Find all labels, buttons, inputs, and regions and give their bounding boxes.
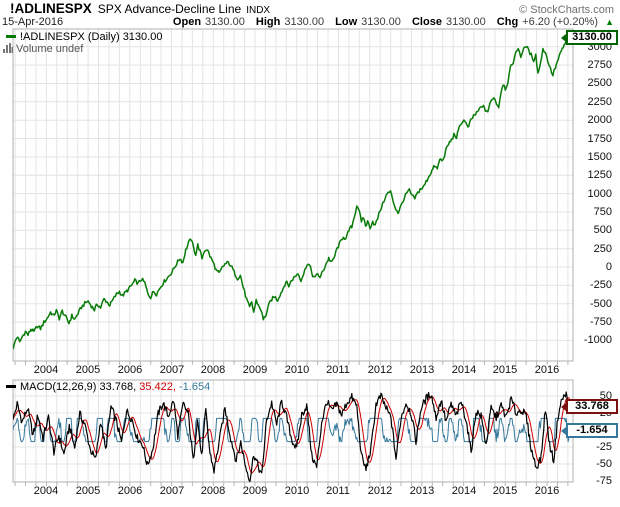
macd-x-axis-label: 2007 [159, 485, 185, 497]
macd-x-axis-label: 2014 [451, 485, 477, 497]
exchange: INDX [246, 5, 271, 16]
main-x-axis-label: 2006 [117, 364, 143, 376]
copyright: © StockCharts.com [519, 4, 614, 16]
last-price-text: 3130.00 [572, 31, 612, 43]
main-x-axis-label: 2016 [534, 364, 560, 376]
macd-x-axis-label: 2008 [200, 485, 226, 497]
close-value: 3130.00 [445, 16, 486, 28]
open-value: 3130.00 [205, 16, 245, 28]
main-y-axis-label: 750 [593, 206, 612, 218]
chart-header: !ADLINESPX SPX Advance-Decline Line INDX… [10, 1, 614, 16]
volume-legend-text: Volume undef [16, 43, 84, 55]
low-label: Low [335, 16, 358, 28]
main-y-axis-label: -750 [589, 316, 612, 328]
main-x-axis-label: 2010 [284, 364, 310, 376]
macd-value: 33.768, [99, 381, 137, 393]
symbol-description: SPX Advance-Decline Line [97, 2, 242, 16]
adline-series [13, 36, 571, 350]
macd-x-axis-label: 2005 [75, 485, 101, 497]
main-y-axis-label: 500 [593, 224, 612, 236]
price-pointer-icon [561, 33, 566, 42]
high-value: 3130.00 [284, 16, 325, 28]
main-legend-text: !ADLINESPX (Daily) 3130.00 [20, 31, 163, 43]
macd-pointer-icon [561, 402, 566, 411]
hist-box-text: -1.654 [576, 424, 608, 436]
change-value: +6.20 (+0.20%) [522, 16, 599, 28]
main-x-axis-label: 2008 [200, 364, 226, 376]
main-x-axis-label: 2007 [159, 364, 185, 376]
main-x-axis-label: 2005 [75, 364, 101, 376]
main-y-axis-label: 250 [593, 243, 612, 255]
macd-histogram-line [13, 417, 571, 443]
gridlines [13, 29, 573, 361]
axis-ticks [14, 361, 569, 486]
macd-x-axis-label: 2012 [367, 485, 393, 497]
hist-value: -1.654 [179, 381, 211, 393]
macd-box-text: 33.768 [575, 400, 609, 412]
main-x-axis-label: 2004 [33, 364, 59, 376]
main-y-axis-label: 1500 [587, 151, 612, 163]
macd-y-axis-label: -75 [596, 475, 612, 487]
main-x-axis-label: 2013 [409, 364, 435, 376]
main-chart-legend: !ADLINESPX (Daily) 3130.00 [6, 31, 162, 43]
macd-x-axis-label: 2011 [326, 485, 350, 497]
main-plot-border [12, 28, 574, 362]
last-price-box: 3130.00 [561, 30, 618, 45]
macd-line [13, 391, 571, 482]
adline-legend-swatch-icon [6, 35, 16, 38]
macd-x-axis-label: 2015 [492, 485, 518, 497]
main-y-axis-label: 1750 [587, 133, 612, 145]
change-up-icon: ▲ [605, 17, 614, 27]
main-x-axis-label: 2012 [367, 364, 393, 376]
main-x-axis-label: 2009 [242, 364, 268, 376]
macd-legend-name: MACD(12,26,9) [20, 381, 97, 393]
main-y-axis-label: 1000 [587, 188, 612, 200]
macd-legend: MACD(12,26,9) 33.768, 35.422, -1.654 [6, 381, 210, 393]
main-y-axis-label: -1000 [583, 334, 612, 346]
main-y-axis-label: 2750 [587, 59, 612, 71]
macd-x-axis-label: 2006 [117, 485, 143, 497]
macd-x-axis-label: 2004 [33, 485, 59, 497]
main-x-axis-label: 2011 [326, 364, 350, 376]
change-label: Chg [496, 16, 519, 28]
main-x-axis-label: 2014 [451, 364, 477, 376]
volume-legend: Volume undef [3, 43, 83, 55]
main-y-axis-label: 1250 [587, 169, 612, 181]
hist-value-box: -1.654 [561, 423, 618, 438]
hist-pointer-icon [561, 426, 566, 435]
macd-x-axis-label: 2016 [534, 485, 560, 497]
macd-x-axis-label: 2013 [409, 485, 435, 497]
quote-date: 15-Apr-2016 [2, 16, 64, 28]
macd-legend-swatch-icon [6, 385, 16, 388]
high-label: High [255, 16, 281, 28]
close-label: Close [411, 16, 442, 28]
main-y-axis-label: -250 [589, 279, 612, 291]
main-y-axis-label: 2250 [587, 96, 612, 108]
macd-value-box: 33.768 [561, 399, 618, 414]
main-y-axis-label: 0 [605, 261, 612, 273]
quote-row: 15-Apr-2016 Open 3130.00 High 3130.00 Low 3… [2, 16, 618, 29]
low-value: 3130.00 [361, 16, 401, 28]
main-y-axis-label: 2000 [587, 114, 612, 126]
volume-icon [3, 43, 13, 55]
open-label: Open [172, 16, 202, 28]
macd-x-axis-label: 2010 [284, 485, 310, 497]
macd-x-axis-label: 2009 [242, 485, 268, 497]
symbol: !ADLINESPX [10, 1, 92, 16]
macd-y-axis-label: -25 [596, 441, 612, 453]
ohlc-quote: Open 3130.00 High 3130.00 Low 3130.00 Close… [165, 16, 614, 28]
main-y-axis-label: 2500 [587, 77, 612, 89]
main-x-axis-label: 2015 [492, 364, 518, 376]
main-y-axis-label: -500 [589, 298, 612, 310]
macd-y-axis-label: -50 [596, 458, 612, 470]
signal-value: 35.422, [139, 381, 176, 393]
